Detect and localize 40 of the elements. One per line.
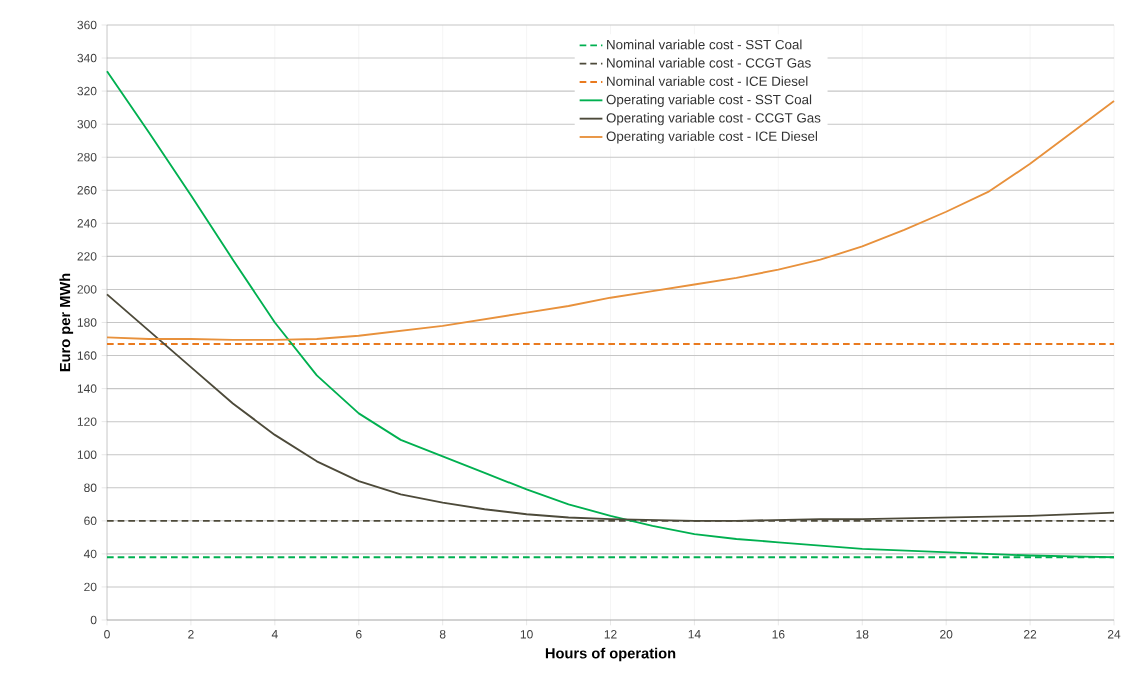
y-tick-label: 180 [77,318,97,327]
y-tick-label: 80 [84,483,97,493]
legend-label: Nominal variable cost - SST Coal [607,39,802,50]
x-axis-title: Hours of operation [545,647,676,662]
y-tick-label: 280 [77,152,97,162]
y-tick-label: 260 [77,186,97,195]
y-tick-label: 240 [77,219,97,228]
legend-label: Nominal variable cost - CCGT Gas [607,57,811,68]
x-tick-label: 14 [688,630,701,639]
y-tick-label: 320 [77,86,97,96]
y-axis-title: Euro per MWh [59,273,74,372]
y-tick-label: 20 [84,582,97,592]
x-tick-label: 22 [1024,630,1037,639]
x-tick-label: 0 [104,630,110,639]
y-tick-label: 340 [77,53,97,63]
x-tick-label: 16 [772,630,785,639]
y-tick-label: 120 [77,417,97,426]
y-tick-label: 0 [90,615,97,625]
legend-label: Operating variable cost - CCGT Gas [606,112,821,126]
y-tick-label: 100 [77,450,97,459]
x-tick-label: 4 [271,630,278,639]
x-tick-label: 10 [520,630,533,639]
y-tick-label: 60 [84,516,97,526]
x-tick-label: 12 [604,630,617,639]
x-tick-label: 24 [1107,630,1121,639]
legend-label: Operating variable cost - SST Coal [606,94,812,107]
y-tick-label: 140 [77,384,97,393]
y-tick-label: 360 [77,20,97,30]
legend-label: Operating variable cost - ICE Diesel [606,131,818,144]
y-tick-label: 300 [77,119,97,129]
x-tick-label: 2 [188,630,194,639]
y-tick-label: 40 [83,549,97,559]
x-tick-label: 8 [439,630,446,639]
x-tick-label: 20 [940,630,953,639]
y-tick-label: 220 [77,252,97,261]
x-tick-label: 6 [356,630,362,639]
legend-label: Nominal variable cost - ICE Diesel [607,76,808,86]
y-tick-label: 200 [77,285,97,294]
x-tick-label: 18 [856,630,869,639]
y-tick-label: 160 [77,351,97,360]
